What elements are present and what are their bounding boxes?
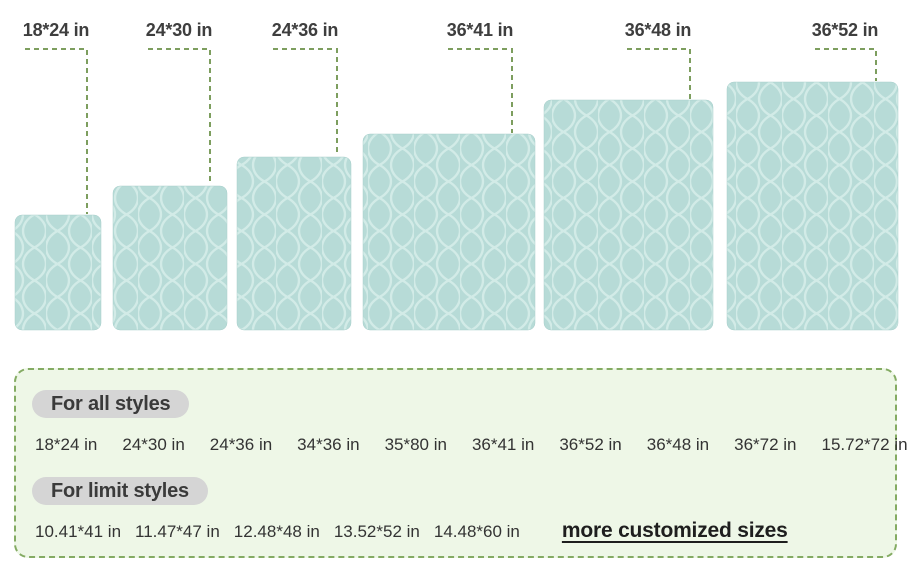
rug-size-label: 36*48 in <box>625 20 691 40</box>
all-styles-size-list: 18*24 in 24*30 in 24*36 in 34*36 in 35*8… <box>35 435 908 455</box>
rug-size-label: 24*36 in <box>272 20 338 40</box>
size-item: 36*52 in <box>559 435 622 454</box>
section-badge-all-styles: For all styles <box>32 390 190 418</box>
available-sizes-panel: For all styles 18*24 in 24*30 in 24*36 i… <box>14 368 908 558</box>
size-item: 18*24 in <box>35 435 98 454</box>
rug-size-label: 24*30 in <box>146 20 212 40</box>
rug-item-36x52: 36*52 in <box>726 20 899 331</box>
rug-size-label: 36*52 in <box>812 20 878 40</box>
rug-swatch-24x36 <box>236 156 352 331</box>
connector-line <box>815 48 877 81</box>
size-item: 36*41 in <box>471 435 535 454</box>
connector-line <box>148 48 211 185</box>
size-item: 35*80 in <box>384 435 447 454</box>
size-item: 36*72 in <box>734 435 797 454</box>
size-item: 13.52*52 in <box>333 522 420 541</box>
rug-item-18x24: 18*24 in <box>14 20 102 331</box>
section-title: For all styles <box>51 393 171 415</box>
rug-swatch-36x48 <box>543 99 714 331</box>
rug-item-36x41: 36*41 in <box>362 20 536 331</box>
size-item: 10.41*41 in <box>35 522 122 541</box>
connector-line <box>448 48 513 133</box>
rug-swatch-24x30 <box>112 185 228 331</box>
rug-item-24x30: 24*30 in <box>112 20 228 331</box>
section-title: For limit styles <box>51 480 189 502</box>
connector-line <box>627 48 691 99</box>
size-item: 24*30 in <box>122 435 185 454</box>
rug-size-diagram: 18*24 in 24*30 in 24*36 in 36*41 in 36*4… <box>14 20 899 331</box>
size-item: 15.72*72 in <box>821 435 908 454</box>
rug-item-24x36: 24*36 in <box>236 20 352 331</box>
size-item: 24*36 in <box>209 435 273 454</box>
size-item: 36*48 in <box>646 435 710 454</box>
size-item: 11.47*47 in <box>135 522 220 541</box>
connector-line <box>273 48 338 156</box>
connector-line <box>25 48 88 214</box>
size-item: 14.48*60 in <box>433 522 520 541</box>
more-customized-sizes-link[interactable]: more customized sizes <box>561 519 788 542</box>
rug-swatch-18x24 <box>14 214 102 331</box>
rug-size-label: 36*41 in <box>447 20 513 40</box>
section-badge-limit-styles: For limit styles <box>32 477 208 505</box>
size-item: 34*36 in <box>297 435 360 454</box>
limit-styles-size-list: 10.41*41 in 11.47*47 in 12.48*48 in 13.5… <box>35 519 879 543</box>
rug-item-36x48: 36*48 in <box>543 20 714 331</box>
rug-swatch-36x41 <box>362 133 536 331</box>
size-item: 12.48*48 in <box>233 522 320 541</box>
rug-swatch-36x52 <box>726 81 899 331</box>
rug-size-label: 18*24 in <box>23 20 89 40</box>
